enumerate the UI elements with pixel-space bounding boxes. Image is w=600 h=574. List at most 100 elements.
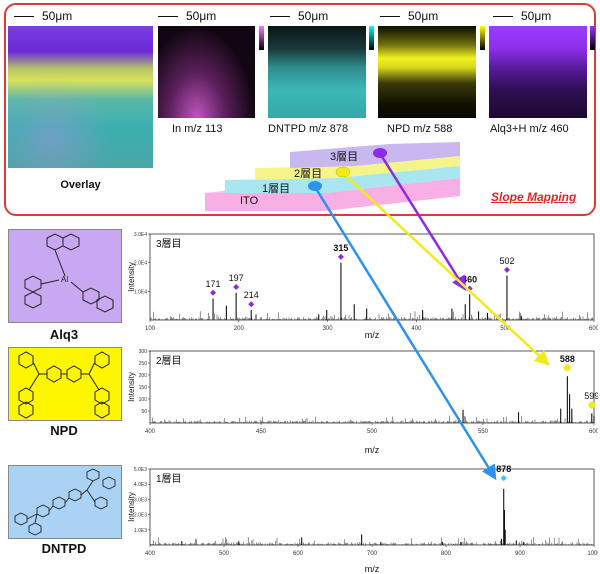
x-tick-label: 450	[256, 429, 267, 435]
y-tick-label: 4.0E3	[134, 482, 147, 488]
peak-label: 315	[333, 243, 348, 253]
slope-mapping-link[interactable]: Slope Mapping	[491, 190, 577, 204]
peak-marker	[563, 364, 571, 372]
map-label-npd: NPD m/z 588	[387, 123, 453, 135]
map-dntpd[interactable]	[268, 26, 366, 118]
y-axis-title: Intensity	[128, 372, 136, 402]
peak-marker	[233, 284, 240, 291]
peak-label: 588	[560, 354, 575, 364]
y-tick-label: 3.0E3	[134, 497, 147, 503]
colorbar-npd	[480, 26, 485, 50]
plot-frame	[149, 468, 595, 546]
y-tick-label: 150	[139, 385, 148, 391]
scale-bar-in: 50μm	[158, 9, 216, 23]
svg-text:Al: Al	[61, 275, 68, 284]
spectrum-layer1: 1層目 1.0E3 2.0E3 3.0E3 4.0E3 5.0E3 Intensity 400…	[128, 463, 598, 574]
dntpd-structure	[8, 465, 122, 539]
layer1-label: 1層目	[262, 183, 291, 195]
x-tick-label: 600	[589, 326, 598, 332]
x-tick-label: 500	[367, 429, 378, 435]
x-tick-label: 1000	[587, 551, 598, 557]
y-tick-label: 100	[139, 397, 148, 403]
x-tick-label: 400	[145, 429, 156, 435]
ito-label: ITO	[240, 195, 259, 207]
colorbar-alq3	[590, 26, 595, 50]
y-tick-label: 300	[139, 349, 148, 355]
scale-bar-overlay: 50μm	[14, 9, 72, 23]
layer1-marker	[308, 181, 322, 191]
x-tick-label: 550	[478, 429, 489, 435]
npd-structure	[8, 347, 122, 421]
y-tick-label: 1.0E3	[134, 528, 147, 534]
npd-molecule-icon	[18, 351, 110, 419]
spectrum-layer2: 2層目 50 100 150 200 250 300 Intensity 400 450 500 55…	[128, 345, 598, 455]
x-tick-label: 700	[367, 551, 378, 557]
y-tick-label: 200	[139, 373, 148, 379]
scale-bar-npd: 50μm	[380, 9, 438, 23]
x-tick-label: 100	[145, 326, 156, 332]
npd-name: NPD	[50, 423, 78, 438]
y-axis-title: Intensity	[128, 492, 136, 522]
x-tick-label: 500	[500, 326, 511, 332]
layer2-label: 2層目	[294, 168, 323, 180]
spectrum-title: 1層目	[156, 473, 182, 485]
peak-label: 878	[496, 464, 511, 474]
layer2-marker	[335, 166, 351, 178]
colorbar-in	[259, 26, 264, 50]
y-tick-label: 5.0E3	[134, 467, 147, 473]
map-npd[interactable]	[378, 26, 476, 118]
x-tick-label: 600	[589, 429, 598, 435]
peak-label: 599	[584, 391, 598, 401]
alq3-structure: Al	[8, 229, 122, 323]
alq3-name: Alq3	[49, 327, 79, 342]
y-tick-label: 1.0E4	[134, 289, 147, 295]
x-tick-label: 800	[441, 551, 452, 557]
peak-label: 214	[244, 290, 259, 300]
layer3-label: 3層目	[330, 151, 359, 163]
colorbar-dntpd	[369, 26, 374, 50]
y-tick-label: 3.0E4	[134, 232, 147, 238]
peak-marker	[210, 289, 217, 296]
map-alq3[interactable]	[489, 26, 587, 118]
spectrum-baseline	[150, 537, 593, 545]
y-tick-label: 2.0E4	[134, 261, 147, 267]
x-tick-label: 500	[219, 551, 230, 557]
x-axis-title: m/z	[365, 330, 380, 340]
scale-bar-dntpd: 50μm	[270, 9, 328, 23]
map-label-dntpd: DNTPD m/z 878	[268, 123, 349, 135]
map-label-in: In m/z 113	[172, 123, 223, 135]
overlay-map[interactable]	[8, 26, 153, 168]
spectrum-title: 2層目	[156, 355, 182, 367]
map-label-alq3: Alq3+H m/z 460	[490, 123, 569, 135]
layer3-marker	[373, 148, 387, 158]
y-tick-label: 2.0E3	[134, 513, 147, 519]
y-axis-title: Intensity	[128, 262, 136, 292]
x-tick-label: 200	[234, 326, 245, 332]
peak-label: 197	[229, 273, 244, 283]
dntpd-name: DNTPD	[41, 541, 87, 556]
y-tick-label: 250	[139, 361, 148, 367]
scale-bar-alq3: 50μm	[493, 9, 551, 23]
alq3-molecule-icon: Al	[24, 233, 114, 313]
x-axis-title: m/z	[365, 445, 380, 455]
x-tick-label: 400	[145, 551, 156, 557]
peak-marker	[248, 301, 255, 308]
peak-marker	[500, 475, 507, 482]
spectrum-title: 3層目	[156, 238, 182, 250]
x-axis-title: m/z	[365, 564, 380, 574]
spectrum-layer3: 3層目 1.0E4 2.0E4 3.0E4 Intensity 100 200 300 400 5…	[128, 228, 598, 340]
plot-frame	[149, 350, 595, 424]
x-tick-label: 300	[323, 326, 334, 332]
dntpd-molecule-icon	[14, 468, 116, 536]
overlay-label: Overlay	[60, 179, 101, 191]
map-in[interactable]	[158, 26, 255, 118]
x-tick-label: 600	[293, 551, 304, 557]
y-tick-label: 50	[141, 409, 147, 415]
peak-label: 460	[462, 274, 477, 284]
x-tick-label: 400	[411, 326, 422, 332]
x-tick-label: 900	[515, 551, 526, 557]
peak-label: 171	[206, 279, 221, 289]
peak-label: 502	[499, 256, 514, 266]
plot-frame	[149, 233, 595, 321]
peak-marker	[588, 401, 596, 409]
